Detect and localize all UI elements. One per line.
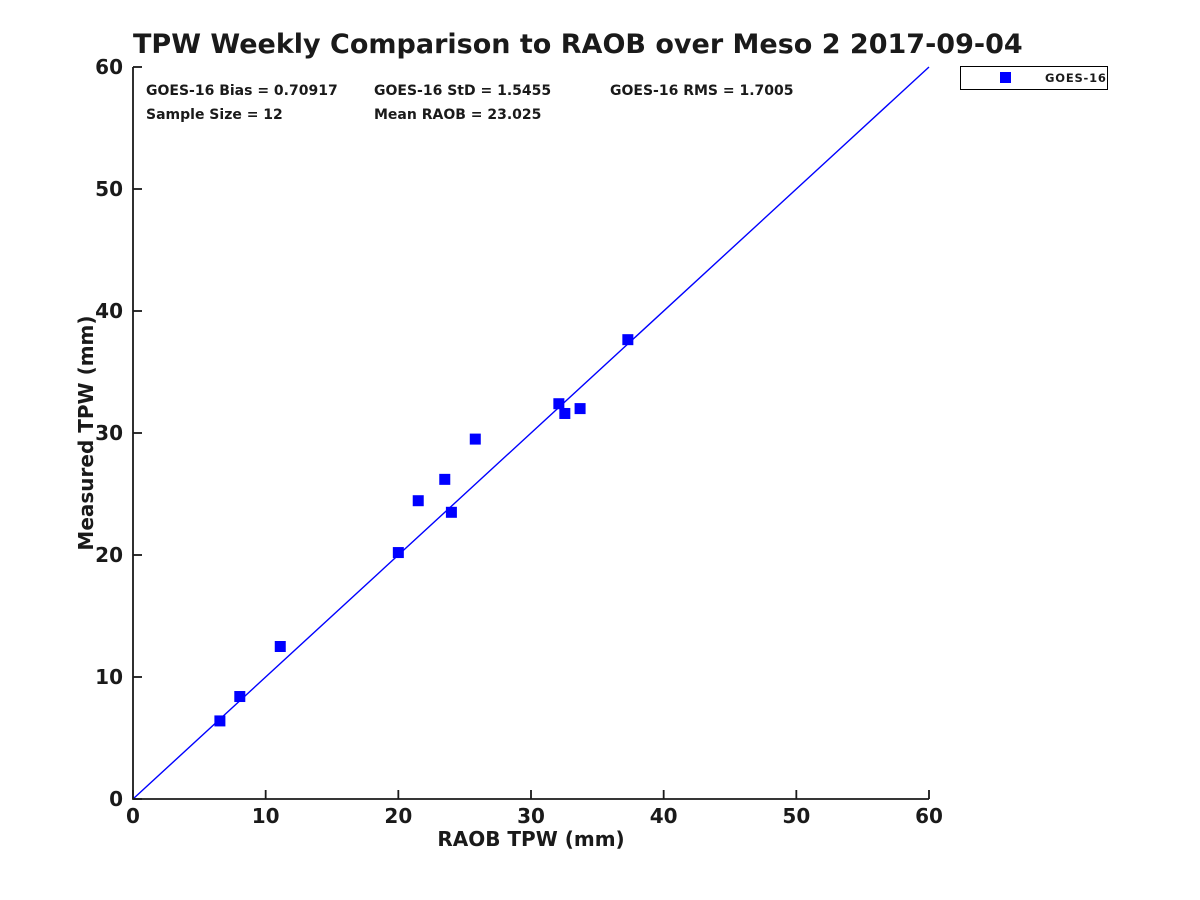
legend-marker-icon	[1000, 72, 1011, 83]
x-tick-label: 20	[384, 804, 412, 828]
data-point-marker	[392, 547, 404, 559]
data-point-marker	[553, 398, 565, 410]
x-tick-label: 50	[782, 804, 810, 828]
data-point-marker	[574, 403, 586, 415]
legend-label: GOES-16	[1045, 71, 1107, 85]
y-tick-label: 50	[95, 177, 123, 201]
identity-line	[132, 66, 930, 800]
y-tick-label: 10	[95, 665, 123, 689]
x-tick-label: 40	[650, 804, 678, 828]
data-point-marker	[214, 715, 226, 727]
legend-box: GOES-16	[960, 66, 1108, 90]
stat-mean-raob: Mean RAOB = 23.025	[374, 107, 542, 123]
x-tick-label: 0	[126, 804, 140, 828]
y-axis-label: Measured TPW (mm)	[74, 315, 98, 551]
y-tick-label: 20	[95, 543, 123, 567]
data-point-marker	[469, 433, 481, 445]
y-tick-label: 40	[95, 299, 123, 323]
stat-std: GOES-16 StD = 1.5455	[374, 83, 552, 99]
data-point-marker	[439, 473, 451, 485]
data-point-marker	[445, 506, 457, 518]
data-point-marker	[622, 334, 634, 346]
y-tick-label: 60	[95, 55, 123, 79]
data-point-marker	[234, 691, 246, 703]
stat-bias: GOES-16 Bias = 0.70917	[146, 83, 338, 99]
chart-title: TPW Weekly Comparison to RAOB over Meso …	[133, 29, 1023, 60]
x-tick-label: 10	[252, 804, 280, 828]
x-axis-label: RAOB TPW (mm)	[437, 827, 625, 851]
stat-sample-size: Sample Size = 12	[146, 107, 283, 123]
stat-rms: GOES-16 RMS = 1.7005	[610, 83, 794, 99]
data-point-marker	[412, 495, 424, 507]
data-point-marker	[274, 641, 286, 652]
x-tick-label: 30	[517, 804, 545, 828]
y-tick-label: 0	[109, 787, 123, 811]
x-tick-label: 60	[915, 804, 943, 828]
data-point-marker	[559, 407, 571, 419]
y-tick-label: 30	[95, 421, 123, 445]
